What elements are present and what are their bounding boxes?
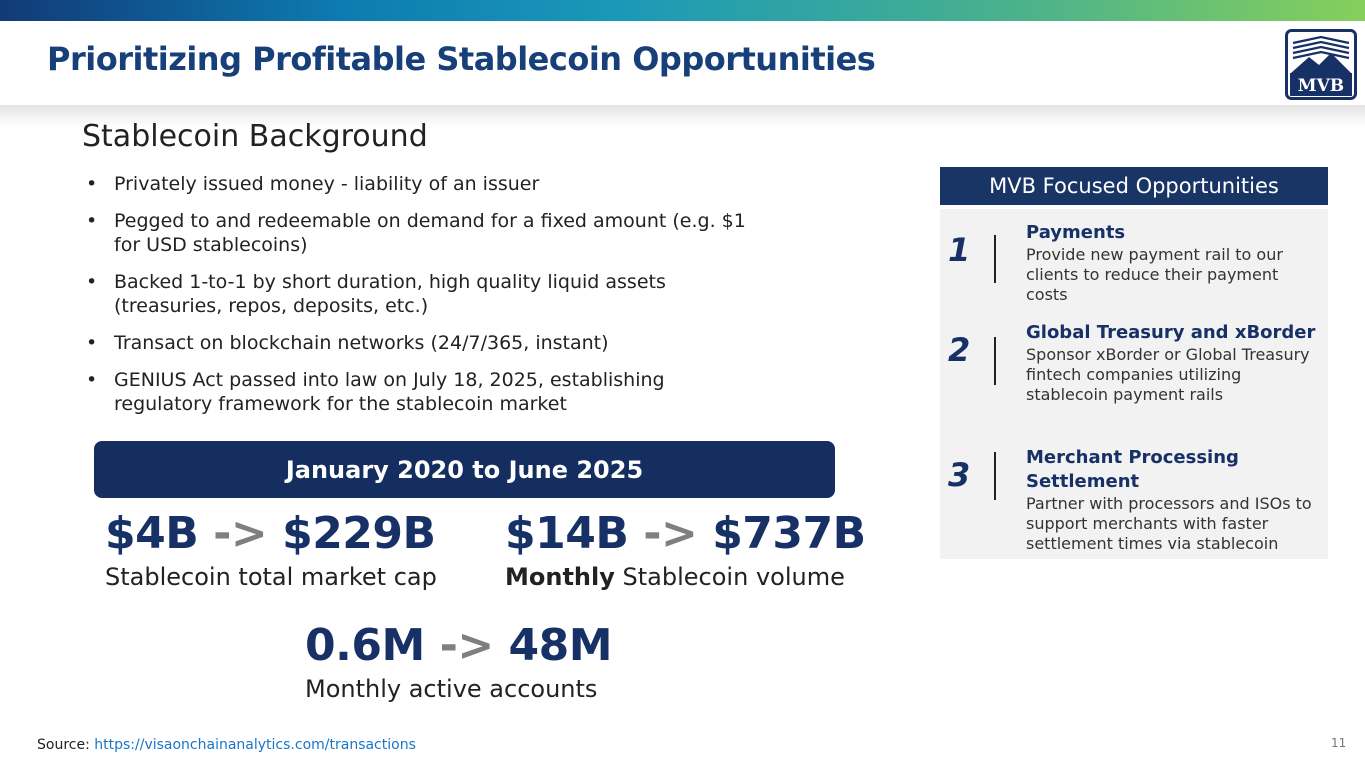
opportunity-desc: Provide new payment rail to our clients …	[1026, 245, 1283, 304]
market-cap-stat: $4B -> $229B Stablecoin total market cap	[105, 510, 437, 592]
bullet-item: • Transact on blockchain networks (24/7/3…	[86, 332, 609, 354]
background-bullets: • Privately issued money - liability of a…	[86, 172, 766, 429]
header-shadow	[0, 105, 1365, 127]
bullet-dot-icon: •	[86, 332, 98, 354]
bullet-item: • GENIUS Act passed into law on July 18, …	[86, 369, 665, 415]
opportunity-heading: Global Treasury and xBorder	[1026, 322, 1316, 343]
date-range-banner: January 2020 to June 2025	[94, 441, 835, 498]
opportunity-number: 1	[948, 231, 971, 269]
opportunity-divider	[994, 452, 996, 500]
section-title: Stablecoin Background	[82, 119, 428, 154]
bullet-item: • Pegged to and redeemable on demand for …	[86, 210, 746, 256]
opportunity-divider	[994, 337, 996, 385]
opportunity-desc: Sponsor xBorder or Global Treasury finte…	[1026, 345, 1310, 404]
bullet-dot-icon: •	[86, 369, 98, 391]
volume-caption: Monthly Stablecoin volume	[505, 563, 845, 591]
page-number: 11	[1331, 736, 1347, 750]
volume-value: $14B -> $737B	[505, 508, 866, 559]
opportunities-header: MVB Focused Opportunities	[940, 167, 1328, 205]
source-link[interactable]: https://visaonchainanalytics.com/transac…	[94, 737, 416, 753]
bullet-item: • Privately issued money - liability of a…	[86, 173, 540, 195]
mvb-logo: MVB	[1285, 29, 1357, 100]
market-cap-caption: Stablecoin total market cap	[105, 563, 437, 591]
market-cap-value: $4B -> $229B	[105, 508, 436, 559]
top-gradient-bar	[0, 0, 1365, 21]
bullet-dot-icon: •	[86, 210, 98, 232]
volume-stat: $14B -> $737B Monthly Stablecoin volume	[505, 510, 866, 592]
accounts-value: 0.6M -> 48M	[305, 620, 613, 671]
opportunity-divider	[994, 235, 996, 283]
opportunity-heading: Merchant Processing Settlement	[1026, 447, 1239, 492]
page-title: Prioritizing Profitable Stablecoin Oppor…	[47, 40, 876, 78]
bullet-item: • Backed 1-to-1 by short duration, high q…	[86, 271, 666, 317]
bullet-dot-icon: •	[86, 271, 98, 293]
opportunity-number: 3	[948, 456, 971, 494]
opportunity-desc: Partner with processors and ISOs to supp…	[1026, 494, 1312, 553]
accounts-stat: 0.6M -> 48M Monthly active accounts	[305, 620, 613, 704]
opportunity-heading: Payments	[1026, 222, 1126, 243]
bullet-dot-icon: •	[86, 173, 98, 195]
opportunity-number: 2	[948, 331, 971, 369]
source-label: Source:	[37, 737, 90, 753]
accounts-caption: Monthly active accounts	[305, 675, 598, 703]
opportunities-panel: 1 Payments Provide new payment rail to o…	[940, 209, 1328, 559]
logo-text: MVB	[1298, 76, 1344, 96]
header	[0, 21, 1365, 105]
source-note: Source: https://visaonchainanalytics.com…	[37, 737, 416, 753]
